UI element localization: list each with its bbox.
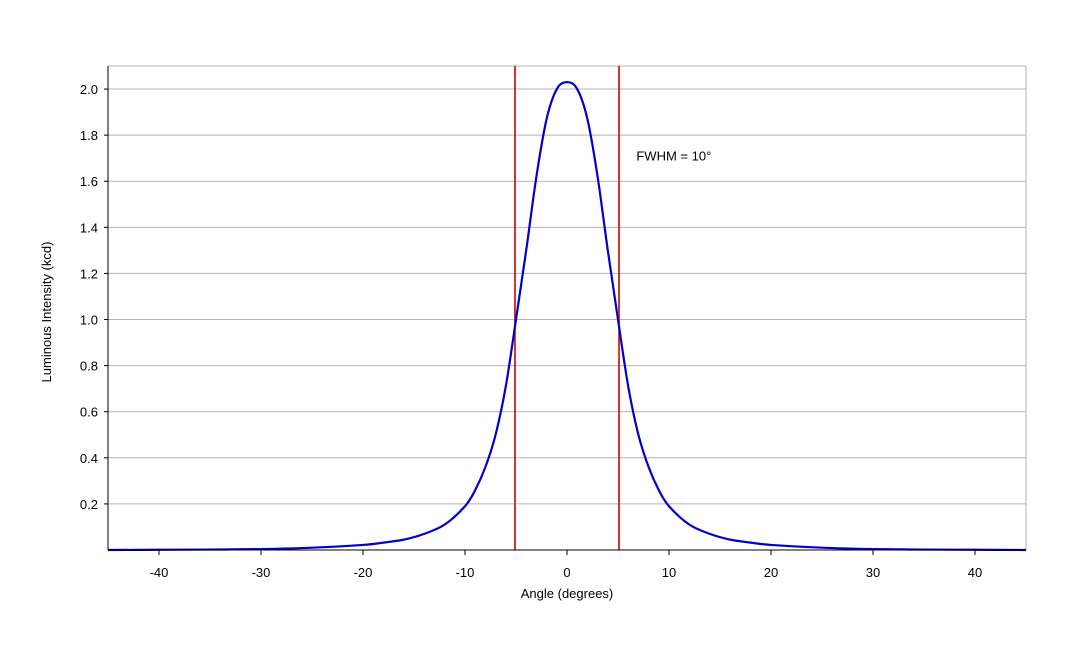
fwhm-lines	[514, 66, 620, 550]
y-tick-label: 0.2	[80, 497, 98, 512]
y-tick-label: 1.6	[80, 174, 98, 189]
x-tick-label: -10	[456, 565, 475, 580]
x-tick-labels: -40 -30 -20 -10 0 10 20 30 40	[150, 565, 983, 580]
x-tick-label: 30	[866, 565, 880, 580]
y-tick-label: 0.8	[80, 359, 98, 374]
x-axis-title: Angle (degrees)	[521, 586, 614, 601]
x-tick-label: -40	[150, 565, 169, 580]
annotations: FWHM = 10°	[636, 148, 711, 163]
x-tick-label: 10	[662, 565, 676, 580]
grid-layer	[108, 88, 1026, 505]
y-tick-label: 1.2	[80, 266, 98, 281]
fwhm-annotation: FWHM = 10°	[636, 148, 711, 163]
y-tick-label: 0.6	[80, 405, 98, 420]
plot-frame	[108, 65, 1027, 550]
series-layer	[107, 81, 1027, 552]
x-tick-label: 0	[563, 565, 570, 580]
axes	[104, 66, 1026, 555]
y-tick-label: 2.0	[80, 82, 98, 97]
x-tick-label: -30	[252, 565, 271, 580]
y-tick-labels: 0.2 0.4 0.6 0.8 1.0 1.2 1.4 1.6 1.8 2.0	[80, 82, 98, 512]
series-line	[107, 81, 1027, 552]
x-tick-label: 20	[764, 565, 778, 580]
y-tick-label: 1.0	[80, 313, 98, 328]
x-tick-label: -20	[354, 565, 373, 580]
y-tick-label: 1.4	[80, 220, 98, 235]
y-axis-title: Luminous Intensity (kcd)	[39, 242, 54, 383]
y-tick-label: 0.4	[80, 451, 98, 466]
y-tick-label: 1.8	[80, 128, 98, 143]
x-tick-label: 40	[968, 565, 982, 580]
